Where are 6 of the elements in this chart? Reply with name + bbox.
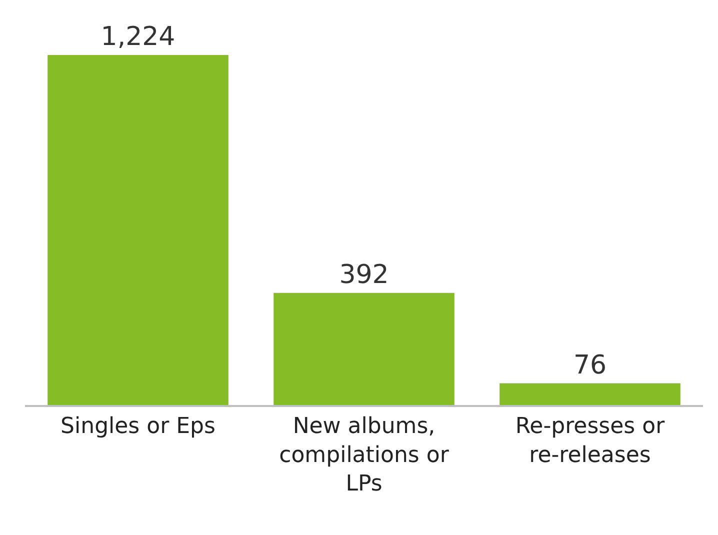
x-tick-label: New albums, compilations or LPs [279, 414, 450, 496]
data-label: 1,224 [100, 22, 176, 52]
data-label: 76 [573, 350, 607, 380]
x-tick-label: Singles or Eps [60, 414, 216, 440]
x-tick-label: Re-presses or re-releases [515, 414, 666, 468]
data-label: 392 [339, 260, 389, 290]
